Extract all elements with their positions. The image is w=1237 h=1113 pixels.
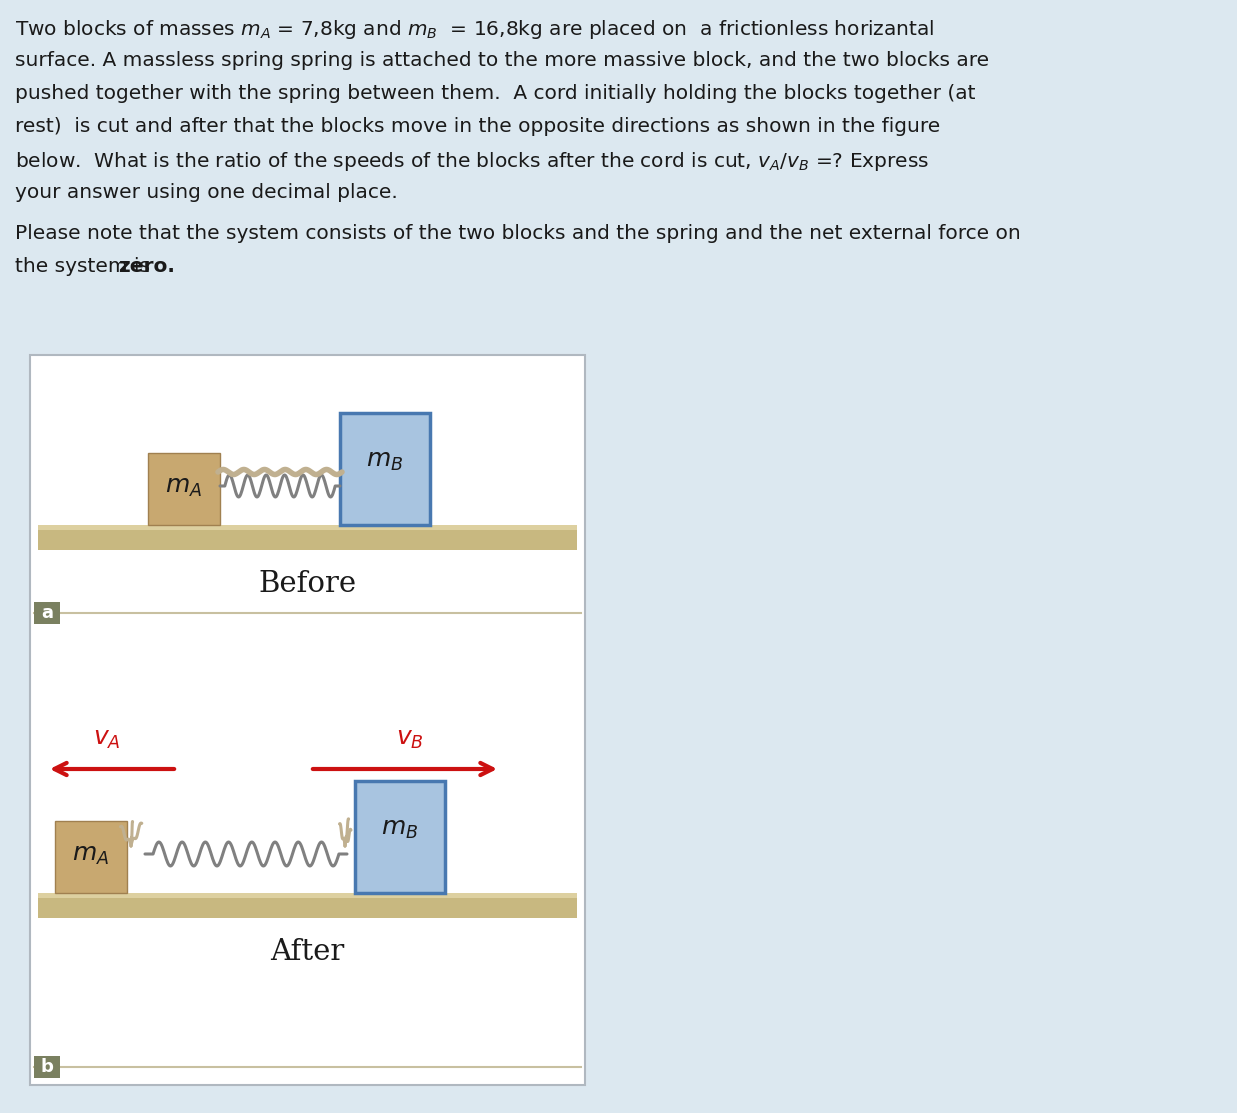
Text: surface. A massless spring spring is attached to the more massive block, and the: surface. A massless spring spring is att… — [15, 51, 990, 70]
Text: Before: Before — [259, 570, 356, 598]
Bar — [38, 525, 576, 550]
Bar — [38, 893, 576, 918]
Text: $m_B$: $m_B$ — [366, 449, 403, 473]
Bar — [33, 602, 61, 624]
Text: the system is: the system is — [15, 257, 156, 276]
Text: $v_A$: $v_A$ — [93, 727, 121, 751]
Bar — [30, 355, 585, 1085]
Text: Two blocks of masses $m_A$ = 7,8kg and $m_B$  = 16,8kg are placed on  a friction: Two blocks of masses $m_A$ = 7,8kg and $… — [15, 18, 934, 41]
Bar — [340, 413, 430, 525]
Bar — [38, 525, 576, 530]
Text: zero.: zero. — [118, 257, 174, 276]
Text: After: After — [271, 938, 345, 966]
Text: a: a — [41, 604, 53, 622]
Text: Please note that the system consists of the two blocks and the spring and the ne: Please note that the system consists of … — [15, 224, 1021, 243]
Bar — [54, 821, 127, 893]
Text: $m_B$: $m_B$ — [381, 817, 418, 841]
Text: your answer using one decimal place.: your answer using one decimal place. — [15, 183, 398, 201]
Text: pushed together with the spring between them.  A cord initially holding the bloc: pushed together with the spring between … — [15, 83, 976, 104]
Bar — [355, 781, 445, 893]
Bar — [33, 1056, 61, 1078]
Text: $v_B$: $v_B$ — [396, 727, 424, 751]
Text: b: b — [41, 1058, 53, 1076]
Bar — [38, 893, 576, 898]
Text: rest)  is cut and after that the blocks move in the opposite directions as shown: rest) is cut and after that the blocks m… — [15, 117, 940, 136]
Text: $m_A$: $m_A$ — [73, 843, 110, 867]
Text: $m_A$: $m_A$ — [166, 475, 203, 499]
Bar — [148, 453, 220, 525]
Text: below.  What is the ratio of the speeds of the blocks after the cord is cut, $v_: below. What is the ratio of the speeds o… — [15, 150, 929, 173]
